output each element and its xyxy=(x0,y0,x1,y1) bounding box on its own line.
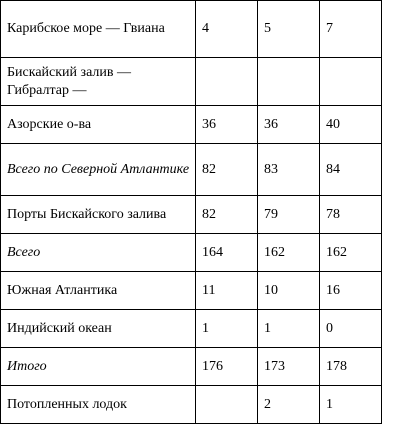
row-value: 5 xyxy=(257,0,320,58)
row-value: 78 xyxy=(319,195,382,234)
row-label: Всего по Северной Атлантике xyxy=(0,143,196,196)
row-value: 36 xyxy=(195,105,258,144)
table-row: Южная Атлантика 11 10 16 xyxy=(0,271,382,310)
row-value: 173 xyxy=(257,347,320,386)
row-value: 2 xyxy=(257,385,320,424)
row-value xyxy=(257,57,320,106)
row-value: 0 xyxy=(319,309,382,348)
data-table: Карибское море — Гвиана 4 5 7 Бискайский… xyxy=(0,0,382,424)
row-value: 162 xyxy=(257,233,320,272)
row-label: Азорские о-ва xyxy=(0,105,196,144)
row-value: 176 xyxy=(195,347,258,386)
row-value: 82 xyxy=(195,195,258,234)
row-value: 10 xyxy=(257,271,320,310)
row-value: 16 xyxy=(319,271,382,310)
row-label: Бискайский залив — Гибралтар — xyxy=(0,57,196,106)
row-value: 1 xyxy=(257,309,320,348)
row-value: 164 xyxy=(195,233,258,272)
row-value: 162 xyxy=(319,233,382,272)
row-value: 79 xyxy=(257,195,320,234)
table-row: Всего 164 162 162 xyxy=(0,233,382,272)
row-label: Карибское море — Гвиана xyxy=(0,0,196,58)
row-label: Всего xyxy=(0,233,196,272)
row-value: 178 xyxy=(319,347,382,386)
row-value xyxy=(319,57,382,106)
row-value: 82 xyxy=(195,143,258,196)
row-label: Индийский океан xyxy=(0,309,196,348)
row-label: Итого xyxy=(0,347,196,386)
table-row: Потопленных лодок 2 1 xyxy=(0,385,382,424)
table-row: Карибское море — Гвиана 4 5 7 xyxy=(0,0,382,58)
row-label: Порты Бискайского залива xyxy=(0,195,196,234)
row-value: 40 xyxy=(319,105,382,144)
table-row: Всего по Северной Атлантике 82 83 84 xyxy=(0,143,382,196)
table-row: Индийский океан 1 1 0 xyxy=(0,309,382,348)
row-value: 1 xyxy=(319,385,382,424)
row-value xyxy=(195,385,258,424)
table-row: Бискайский залив — Гибралтар — xyxy=(0,57,382,106)
row-value: 36 xyxy=(257,105,320,144)
row-value: 11 xyxy=(195,271,258,310)
row-label: Потопленных лодок xyxy=(0,385,196,424)
table-row: Итого 176 173 178 xyxy=(0,347,382,386)
row-value xyxy=(195,57,258,106)
table-row: Азорские о-ва 36 36 40 xyxy=(0,105,382,144)
row-value: 83 xyxy=(257,143,320,196)
row-label: Южная Атлантика xyxy=(0,271,196,310)
row-value: 7 xyxy=(319,0,382,58)
table-row: Порты Бискайского залива 82 79 78 xyxy=(0,195,382,234)
row-value: 1 xyxy=(195,309,258,348)
row-value: 84 xyxy=(319,143,382,196)
row-value: 4 xyxy=(195,0,258,58)
